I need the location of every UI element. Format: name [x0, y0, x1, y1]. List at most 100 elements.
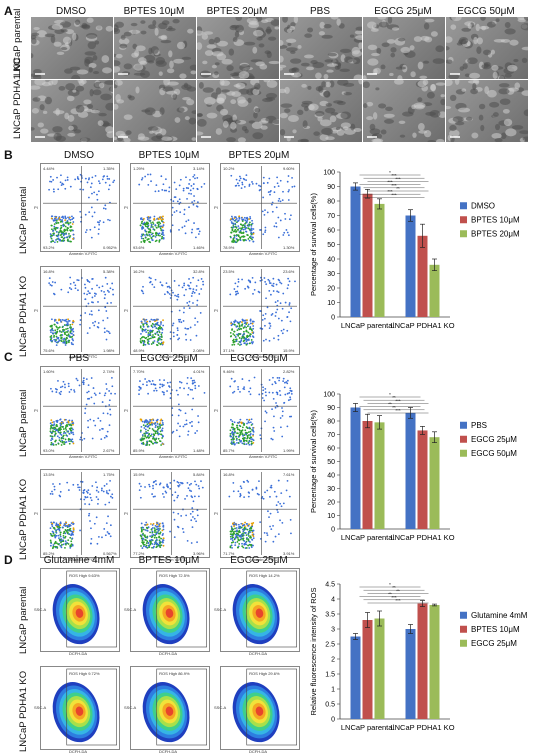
- quadrant-value: 85.7%: [223, 448, 235, 453]
- y-tick-label: 70: [327, 432, 335, 439]
- y-tick-label: 3.5: [325, 612, 335, 619]
- significance-marker: ***: [395, 598, 401, 603]
- legend-label: EGCG 25μM: [471, 435, 517, 444]
- flow-column-label: EGCG 25μM: [230, 555, 288, 566]
- microscopy-image: [362, 79, 446, 143]
- flow-x-axis-label: Annexin V-FITC: [69, 251, 98, 256]
- flow-cytometry-plot: ROS High 9.72%: [40, 666, 120, 750]
- flow-cytometry-plot: ROS High 29.6%: [220, 666, 300, 750]
- quadrant-value: 2.82%: [283, 369, 295, 374]
- flow-row-label: LNCaP parental: [18, 186, 29, 254]
- panel-a-column-label: PBS: [309, 6, 330, 17]
- legend-swatch: [460, 230, 467, 238]
- y-tick-label: 2.5: [325, 642, 335, 649]
- y-axis-label: Relative fluorescence intensity of ROS: [309, 588, 318, 716]
- legend-swatch: [460, 449, 467, 457]
- flow-y-axis-label: SSC-A: [214, 705, 227, 710]
- x-category-label: LNCaP parental: [341, 723, 395, 732]
- flow-cytometry-plot: 9.46% 2.82% 85.7% 1.99%: [220, 366, 300, 455]
- y-tick-label: 50: [327, 242, 335, 249]
- quadrant-value: 93.6%: [133, 245, 145, 250]
- y-tick-label: 0.5: [325, 702, 335, 709]
- significance-marker: *: [389, 392, 391, 397]
- flow-x-axis-label: DCFH-DA: [249, 749, 267, 754]
- panel-d-letter: D: [4, 553, 13, 567]
- bar: [362, 620, 373, 719]
- flow-x-axis-label: DCFH-DA: [159, 651, 177, 656]
- significance-marker: **: [392, 405, 396, 410]
- y-tick-label: 0: [331, 527, 335, 534]
- bar: [417, 430, 428, 529]
- significance-marker: ***: [395, 398, 401, 403]
- y-tick-label: 100: [323, 170, 335, 177]
- legend-swatch: [460, 611, 467, 619]
- flow-y-axis-label: SSC-A: [34, 607, 47, 612]
- microscopy-image: [113, 16, 197, 80]
- significance-marker: ***: [391, 595, 397, 600]
- significance-marker: ***: [395, 408, 401, 413]
- y-tick-label: 80: [327, 199, 335, 206]
- panel-b-letter: B: [4, 148, 13, 162]
- quadrant-value: 78.9%: [223, 245, 235, 250]
- y-tick-label: 80: [327, 419, 335, 426]
- legend-swatch: [460, 639, 467, 647]
- ros-gate-value: ROS High 86.9%: [159, 671, 190, 676]
- flow-cytometry-plot: 23.5% 23.6% 37.1% 15.9%: [220, 266, 300, 355]
- flow-column-label: DMSO: [64, 150, 94, 161]
- quadrant-value: 85.9%: [133, 448, 145, 453]
- significance-marker: ***: [387, 180, 393, 185]
- quadrant-value: 9.60%: [283, 166, 295, 171]
- quadrant-value: 3.91%: [283, 551, 295, 556]
- significance-marker: ***: [391, 183, 397, 188]
- quadrant-value: 1.35%: [103, 166, 115, 171]
- bar: [350, 186, 361, 317]
- y-tick-label: 20: [327, 500, 335, 507]
- flow-x-axis-label: DCFH-DA: [69, 749, 87, 754]
- significance-marker: **: [388, 592, 392, 597]
- flow-y-axis-label: PI: [124, 204, 128, 210]
- flow-cytometry-plot: 7.70% 4.01% 85.9% 1.48%: [130, 366, 210, 455]
- quadrant-value: 10.2%: [223, 166, 235, 171]
- quadrant-value: 7.70%: [133, 369, 145, 374]
- legend-swatch: [460, 625, 467, 633]
- y-tick-label: 10: [327, 300, 335, 307]
- flow-y-axis-label: PI: [34, 204, 38, 210]
- flow-cytometry-plot: 16.8% 5.38% 75.6% 1.98%: [40, 266, 120, 355]
- y-tick-label: 4: [331, 597, 335, 604]
- y-tick-label: 50: [327, 459, 335, 466]
- flow-cytometry-plot: ROS High 86.9%: [130, 666, 210, 750]
- flow-cytometry-plot: 1.60% 2.74% 93.0% 2.67%: [40, 366, 120, 455]
- x-category-label: LNCaP PDHA1 KO: [390, 321, 454, 330]
- flow-row-label: LNCaP PDHA1 KO: [18, 670, 29, 752]
- bar: [405, 215, 416, 317]
- quadrant-value: 1.29%: [133, 166, 145, 171]
- microscopy-image: [30, 16, 114, 80]
- quadrant-value: 1.99%: [283, 448, 295, 453]
- significance-marker: ***: [391, 192, 397, 197]
- flow-row-label: LNCaP parental: [18, 586, 29, 654]
- y-tick-label: 90: [327, 184, 335, 191]
- flow-x-axis-label: Annexin V-FITC: [249, 251, 278, 256]
- panel-c-bar-chart: 0 10 20 30 40 50 60 70 80 90 100 Percentage of surv…: [309, 392, 517, 543]
- legend-swatch: [460, 216, 467, 224]
- flow-x-axis-label: Annexin V-FITC: [249, 454, 278, 459]
- quadrant-value: 2.74%: [103, 369, 115, 374]
- quadrant-value: 16.8%: [223, 472, 235, 477]
- panel-a-column-label: DMSO: [56, 6, 86, 17]
- quadrant-value: 0.952%: [103, 245, 117, 250]
- flow-cytometry-plot: ROS High 9.63%: [40, 568, 120, 652]
- y-tick-label: 100: [323, 392, 335, 399]
- panel-a-column-label: EGCG 50μM: [457, 6, 515, 17]
- significance-marker: ***: [395, 176, 401, 181]
- flow-cytometry-plot: 1.29% 3.14% 93.6% 1.46%: [130, 163, 210, 252]
- y-tick-label: 70: [327, 213, 335, 220]
- y-tick-label: 0: [331, 315, 335, 322]
- bar: [350, 407, 361, 529]
- quadrant-value: 4.44%: [43, 166, 55, 171]
- quadrant-value: 13.5%: [43, 472, 55, 477]
- flow-column-label: PBS: [68, 353, 89, 364]
- flow-cytometry-plot: ROS High 72.5%: [130, 568, 210, 652]
- legend-swatch: [460, 435, 467, 443]
- quadrant-value: 1.46%: [193, 245, 205, 250]
- bar: [429, 437, 440, 529]
